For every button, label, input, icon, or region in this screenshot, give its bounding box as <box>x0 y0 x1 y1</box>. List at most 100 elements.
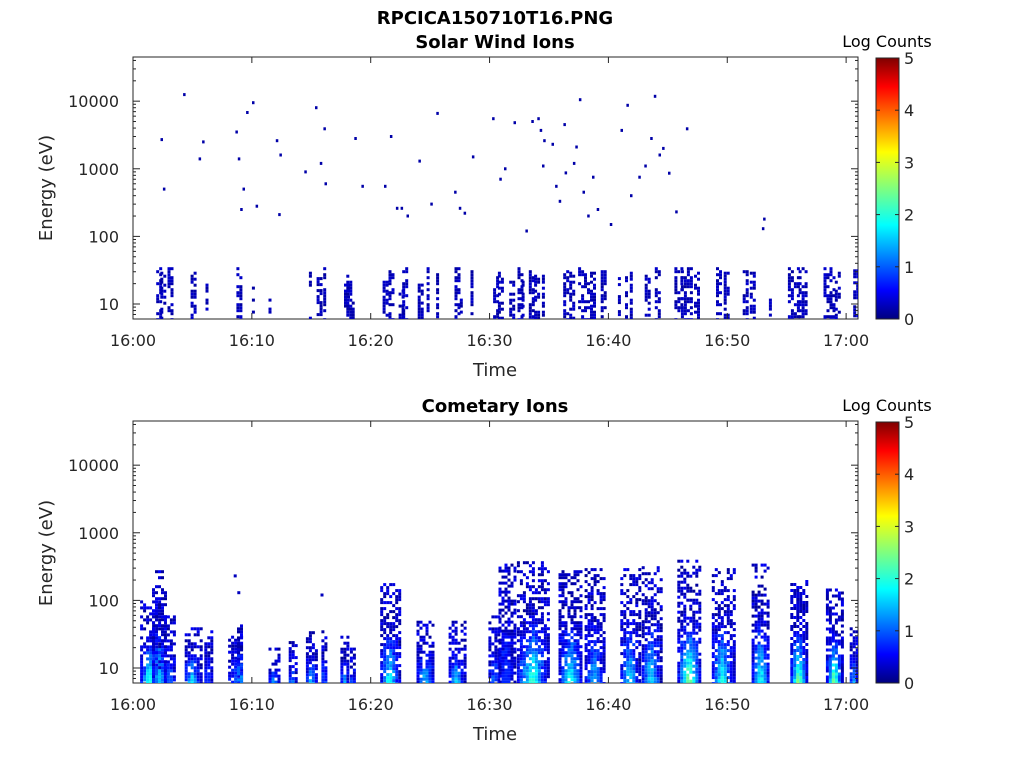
heatmap-bin <box>558 576 562 580</box>
heatmap-bin <box>234 674 238 678</box>
heatmap-bin <box>380 613 384 617</box>
heatmap-bin <box>603 306 607 310</box>
heatmap-bin <box>742 309 746 313</box>
heatmap-bin <box>196 663 200 667</box>
heatmap-bin <box>152 609 155 613</box>
heatmap-bin <box>644 274 648 278</box>
heatmap-bin <box>790 270 794 274</box>
heatmap-bin <box>751 665 755 669</box>
heatmap-bin <box>689 682 693 683</box>
heatmap-bin <box>534 618 538 622</box>
heatmap-bin <box>720 658 724 662</box>
heatmap-bin <box>155 642 158 646</box>
count-pixel <box>389 135 393 138</box>
heatmap-bin <box>732 658 736 662</box>
heatmap-bin <box>161 672 164 676</box>
heatmap-bin <box>596 649 600 653</box>
heatmap-bin <box>190 645 194 649</box>
heatmap-bin <box>695 622 699 626</box>
heatmap-bin <box>531 612 535 616</box>
heatmap-bin <box>386 586 390 590</box>
heatmap-bin <box>805 637 809 640</box>
heatmap-bin <box>305 637 309 641</box>
heatmap-bin <box>513 626 517 630</box>
heatmap-bin <box>629 655 633 659</box>
heatmap-bin <box>146 657 150 661</box>
heatmap-bin <box>853 311 857 315</box>
heatmap-bin <box>395 637 399 641</box>
heatmap-bin <box>170 294 174 298</box>
heatmap-bin <box>498 569 502 573</box>
heatmap-bin <box>742 312 746 316</box>
heatmap-bin <box>525 621 529 625</box>
heatmap-bin <box>584 676 588 680</box>
heatmap-bin <box>729 577 733 581</box>
heatmap-bin <box>654 300 658 304</box>
heatmap-bin <box>584 589 588 593</box>
heatmap-bin <box>158 645 162 649</box>
heatmap-bin <box>686 267 690 271</box>
heatmap-bin <box>534 666 538 670</box>
heatmap-bin <box>576 657 580 661</box>
heatmap-bin <box>674 288 678 292</box>
heatmap-bin <box>717 610 721 614</box>
heatmap-bin <box>507 665 511 669</box>
heatmap-bin <box>584 679 588 683</box>
heatmap-bin <box>723 286 727 290</box>
heatmap-bin <box>231 662 235 666</box>
heatmap-bin <box>629 583 633 587</box>
heatmap-bin <box>155 591 158 595</box>
heatmap-bin <box>689 291 693 295</box>
heatmap-bin <box>510 671 514 675</box>
heatmap-bin <box>199 648 203 652</box>
heatmap-bin <box>626 649 630 653</box>
heatmap-bin <box>501 635 505 639</box>
heatmap-bin <box>573 672 577 676</box>
heatmap-bin <box>635 646 639 650</box>
heatmap-bin <box>796 640 800 643</box>
heatmap-bin <box>382 283 386 287</box>
heatmap-bin <box>625 294 628 298</box>
heatmap-bin <box>519 636 523 640</box>
heatmap-bin <box>417 295 421 299</box>
heatmap-bin <box>729 610 733 614</box>
heatmap-bin <box>346 313 350 317</box>
heatmap-bin <box>602 592 606 596</box>
heatmap-bin <box>522 663 526 667</box>
heatmap-bin <box>798 291 802 295</box>
heatmap-bin <box>172 654 176 658</box>
heatmap-bin <box>697 316 700 319</box>
heatmap-bin <box>641 671 645 675</box>
heatmap-bin <box>457 659 461 663</box>
heatmap-bin <box>644 674 648 678</box>
heatmap-bin <box>161 606 164 610</box>
heatmap-bin <box>152 666 155 670</box>
heatmap-bin <box>674 276 678 280</box>
heatmap-bin <box>749 292 753 296</box>
heatmap-bin <box>680 661 684 665</box>
heatmap-bin <box>239 303 243 307</box>
count-pixel <box>638 175 641 179</box>
heatmap-bin <box>823 273 827 277</box>
heatmap-bin <box>558 648 562 652</box>
heatmap-bin <box>346 304 350 308</box>
heatmap-bin <box>540 579 544 583</box>
heatmap-bin <box>799 664 803 667</box>
heatmap-bin <box>570 621 574 625</box>
heatmap-bin <box>426 294 430 298</box>
heatmap-bin <box>428 674 432 678</box>
heatmap-bin <box>149 672 153 676</box>
heatmap-bin <box>632 658 636 662</box>
heatmap-bin <box>510 662 514 666</box>
heatmap-bin <box>828 630 832 634</box>
heatmap-bin <box>659 617 663 621</box>
heatmap-bin <box>277 677 281 681</box>
heatmap-bin <box>454 659 458 663</box>
heatmap-bin <box>752 298 756 302</box>
heatmap-bin <box>790 601 794 604</box>
heatmap-bin <box>659 605 663 609</box>
heatmap-bin <box>683 646 687 650</box>
heatmap-bin <box>714 658 718 662</box>
heatmap-bin <box>163 615 167 619</box>
heatmap-bin <box>766 635 770 639</box>
